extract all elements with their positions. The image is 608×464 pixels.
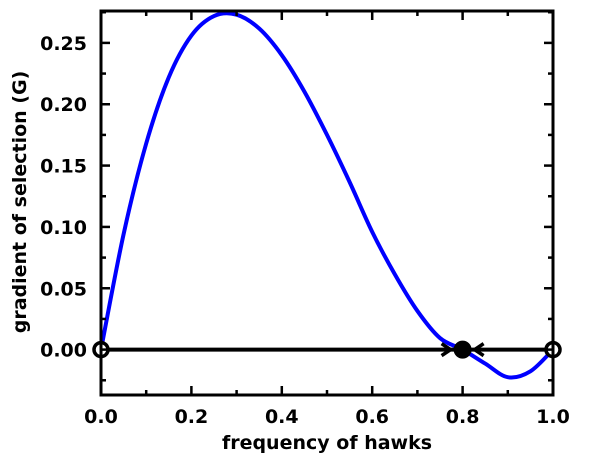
x-tick-label: 0.6 [355,406,389,428]
x-axis-title: frequency of hawks [222,432,432,454]
y-tick-label: 0.20 [40,94,87,116]
x-tick-label: 0.0 [84,406,118,428]
arrow-right-icon [440,342,454,358]
y-tick-label: 0.15 [40,156,87,178]
y-tick-label: 0.00 [40,340,87,362]
plot-frame [99,9,555,397]
plot-area [92,11,562,380]
x-tick-label: 0.4 [265,406,299,428]
x-tick-label: 0.2 [175,406,209,428]
stable-equilibrium-point-1 [453,340,472,359]
y-tick-label: 0.25 [40,33,87,55]
series-line-0 [99,11,555,380]
x-tick-label: 0.8 [446,406,480,428]
y-axis-title: gradient of selection (G) [9,71,31,334]
y-tick-label: 0.10 [40,217,87,239]
x-tick-label: 1.0 [536,406,570,428]
arrow-left-icon [471,342,485,358]
y-tick-label: 0.05 [40,278,87,300]
axes: 0.0 0.2 0.4 0.6 0.8 1.0 0.00 0.05 0.10 0.15 0.20 0.… [40,9,570,428]
